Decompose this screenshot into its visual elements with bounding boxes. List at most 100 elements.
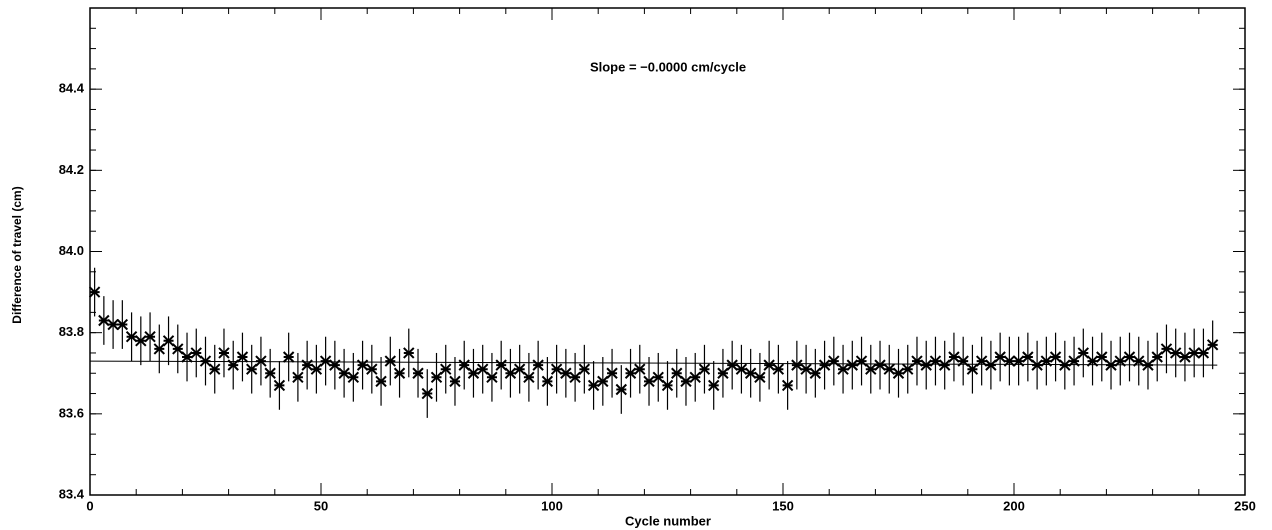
data-point xyxy=(680,375,692,388)
y-tick-label: 83.8 xyxy=(59,324,84,339)
data-point xyxy=(985,359,997,371)
data-point xyxy=(467,367,480,379)
data-point xyxy=(966,363,979,375)
data-point xyxy=(495,359,507,371)
data-point xyxy=(430,371,443,384)
data-point xyxy=(578,363,591,375)
data-point xyxy=(1151,351,1163,363)
data-point xyxy=(375,375,387,388)
x-tick-label: 50 xyxy=(314,498,328,513)
data-point xyxy=(883,363,895,375)
data-point xyxy=(661,379,674,392)
data-point xyxy=(449,375,461,388)
data-point xyxy=(754,371,766,384)
data-point xyxy=(606,367,618,379)
data-point xyxy=(199,355,212,367)
data-point xyxy=(615,383,628,396)
data-point xyxy=(587,379,600,392)
data-point xyxy=(717,367,729,379)
data-point xyxy=(1086,355,1099,367)
data-point xyxy=(273,379,286,392)
data-point xyxy=(245,363,258,375)
data-point xyxy=(781,379,794,392)
fit-line xyxy=(89,360,1218,366)
data-point xyxy=(911,355,923,367)
data-point xyxy=(1003,355,1016,367)
data-point xyxy=(902,363,914,375)
data-point xyxy=(476,363,489,375)
data-point xyxy=(560,367,572,379)
data-point xyxy=(513,363,526,375)
data-point xyxy=(1031,359,1043,371)
data-point xyxy=(624,367,637,379)
data-point xyxy=(227,359,239,371)
data-point xyxy=(1142,359,1154,371)
data-point xyxy=(162,335,175,347)
data-point xyxy=(1096,351,1108,363)
data-point xyxy=(855,355,868,367)
data-point xyxy=(181,351,193,363)
data-point xyxy=(828,355,840,367)
data-point xyxy=(957,355,969,367)
data-point xyxy=(1206,339,1219,351)
x-tick-label: 250 xyxy=(1234,498,1256,513)
data-point xyxy=(301,359,313,371)
data-point xyxy=(1068,355,1080,367)
data-point xyxy=(744,367,757,379)
data-point xyxy=(329,359,341,371)
data-point xyxy=(107,318,119,331)
data-point xyxy=(938,359,951,371)
data-point xyxy=(735,363,748,375)
data-point xyxy=(1077,347,1090,359)
data-point xyxy=(412,367,424,379)
data-point xyxy=(772,363,785,375)
data-point xyxy=(172,343,184,355)
x-axis-title: Cycle number xyxy=(625,513,711,528)
data-point xyxy=(818,359,831,371)
y-tick-label: 84.2 xyxy=(59,162,84,177)
data-point xyxy=(1123,351,1136,363)
data-point xyxy=(671,367,683,379)
data-point xyxy=(1188,347,1200,359)
data-point xyxy=(366,363,378,375)
x-tick-label: 200 xyxy=(1003,498,1025,513)
y-tick-label: 84.4 xyxy=(59,81,85,96)
data-point xyxy=(116,318,129,331)
data-point xyxy=(347,371,360,384)
data-point xyxy=(948,351,960,363)
annotation: Slope = −0.0000 cm/cycle xyxy=(590,59,746,74)
data-point xyxy=(994,351,1006,363)
data-point xyxy=(569,371,581,384)
data-point xyxy=(440,363,452,375)
data-point xyxy=(689,371,701,384)
data-point xyxy=(282,351,295,363)
data-point xyxy=(421,387,433,400)
data-point xyxy=(643,375,655,388)
data-point xyxy=(264,367,276,379)
plot-frame xyxy=(89,7,1246,496)
x-tick-label: 0 xyxy=(86,498,93,513)
data-point xyxy=(236,351,249,363)
data-point xyxy=(1105,359,1117,371)
data-point xyxy=(763,359,775,371)
data-point xyxy=(88,286,101,298)
data-point xyxy=(356,359,369,371)
data-point xyxy=(865,363,877,375)
data-point xyxy=(1114,355,1126,367)
data-point xyxy=(652,371,664,384)
data-point xyxy=(1040,355,1053,367)
data-point xyxy=(698,363,711,375)
data-point xyxy=(1197,347,1210,359)
data-point xyxy=(393,367,406,379)
data-point xyxy=(1059,359,1071,371)
data-point xyxy=(1133,355,1145,367)
data-point xyxy=(319,355,332,367)
data-point xyxy=(125,331,138,343)
y-tick-label: 84.0 xyxy=(59,243,84,258)
data-point xyxy=(550,363,563,375)
data-point xyxy=(1160,343,1173,355)
data-point xyxy=(144,331,156,343)
x-tick-label: 150 xyxy=(772,498,794,513)
data-point xyxy=(809,367,822,379)
